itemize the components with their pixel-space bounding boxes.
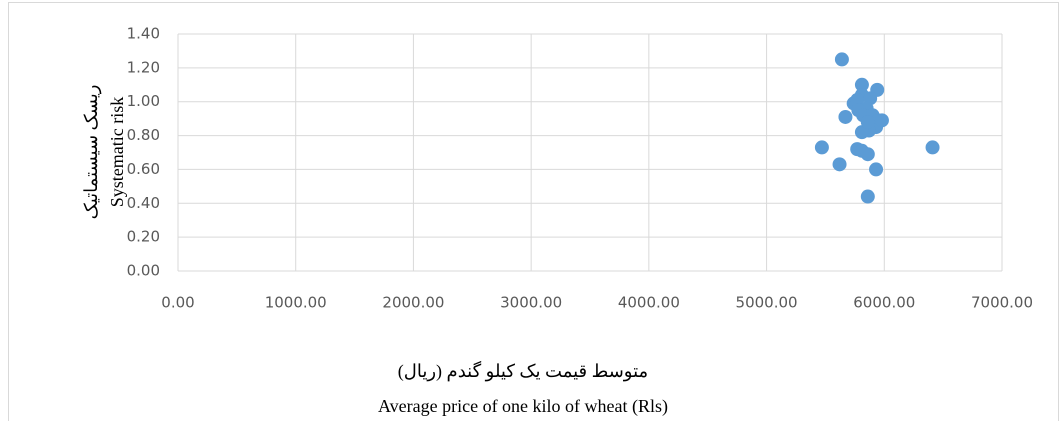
x-tick-label: 6000.00 [853,294,915,312]
point [832,157,847,172]
point [834,52,849,67]
point [854,125,869,140]
x-tick-label: 1000.00 [265,294,327,312]
x-tick-label: 2000.00 [382,294,444,312]
x-tick-label: 7000.00 [971,294,1033,312]
y-tick-label: 1.40 [127,25,160,43]
point [874,113,889,128]
y-axis-label: ریسک سیستماتیک Systematic risk [81,85,127,220]
x-tick-label: 3000.00 [500,294,562,312]
point [860,147,875,162]
x-tick-label: 0.00 [161,294,194,312]
y-tick-label: 0.40 [127,194,160,212]
x-label-line: Average price of one kilo of wheat (Rls) [378,396,668,417]
y-tick-label: 0.80 [127,126,160,144]
y-tick-label: 0.20 [127,228,160,246]
point [869,162,884,177]
point [850,93,865,108]
y-label-line: Systematic risk [107,97,127,208]
point [925,140,940,155]
chart-frame [8,2,1059,421]
point [860,115,875,130]
y-tick-label: 0.00 [127,262,160,280]
x-tick-label: 4000.00 [618,294,680,312]
x-tick-label: 5000.00 [736,294,798,312]
point [860,189,875,204]
point [854,77,869,92]
x-label-line: متوسط قیمت یک کیلو گندم (ریال) [398,360,648,382]
point [814,140,829,155]
y-tick-label: 0.60 [127,160,160,178]
y-label-line: ریسک سیستماتیک [81,85,102,220]
point [838,109,853,124]
y-tick-label: 1.20 [127,58,160,76]
y-tick-label: 1.00 [127,92,160,110]
